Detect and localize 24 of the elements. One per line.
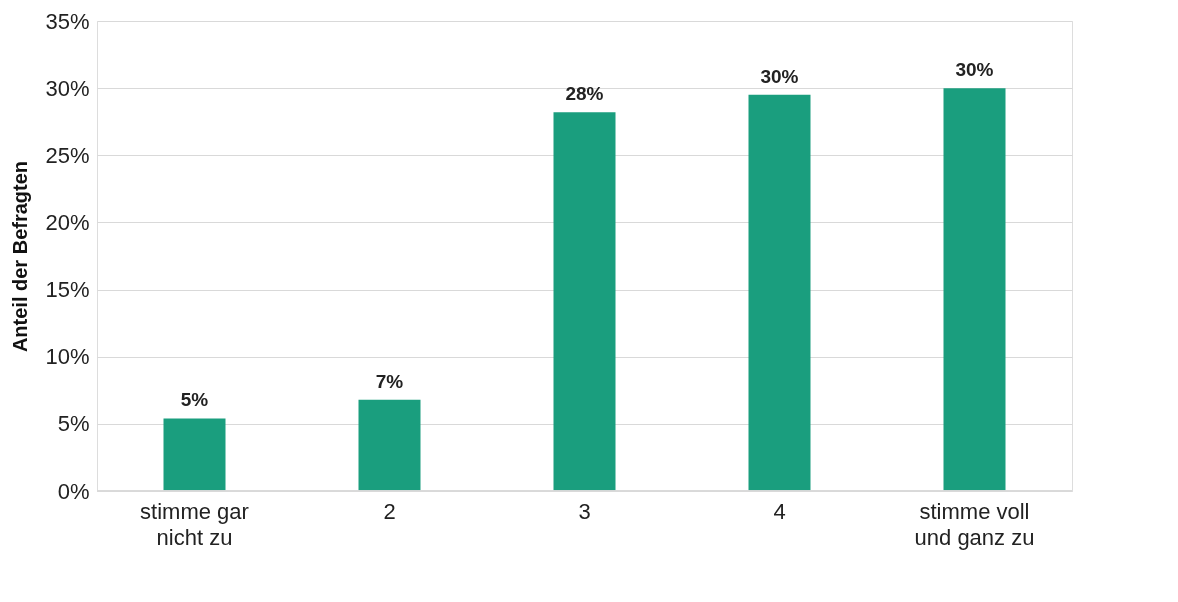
bar bbox=[358, 399, 421, 491]
y-tick-label: 35% bbox=[45, 8, 90, 34]
x-tick-label: 2 bbox=[383, 498, 396, 524]
bar bbox=[748, 94, 811, 491]
bar bbox=[163, 418, 226, 491]
y-tick-label: 10% bbox=[45, 344, 90, 370]
y-tick-label: 15% bbox=[45, 277, 90, 303]
data-label: 30% bbox=[955, 59, 994, 81]
data-label: 5% bbox=[180, 389, 209, 411]
y-axis-title: Anteil der Befragten bbox=[9, 160, 32, 353]
x-tick-label: 4 bbox=[773, 498, 786, 524]
data-label: 7% bbox=[375, 370, 404, 392]
y-tick-label: 5% bbox=[57, 411, 90, 437]
x-tick-label: stimme gar nicht zu bbox=[140, 498, 249, 550]
y-tick-label: 0% bbox=[57, 478, 90, 504]
x-tick-label: stimme voll und ganz zu bbox=[914, 498, 1035, 550]
y-tick-label: 30% bbox=[45, 75, 90, 101]
data-label: 28% bbox=[565, 83, 604, 105]
y-tick-label: 25% bbox=[45, 142, 90, 168]
x-tick-label: 3 bbox=[578, 498, 591, 524]
data-label: 30% bbox=[760, 65, 799, 87]
bar bbox=[553, 112, 616, 491]
bar bbox=[943, 88, 1006, 491]
y-tick-label: 20% bbox=[45, 209, 90, 235]
